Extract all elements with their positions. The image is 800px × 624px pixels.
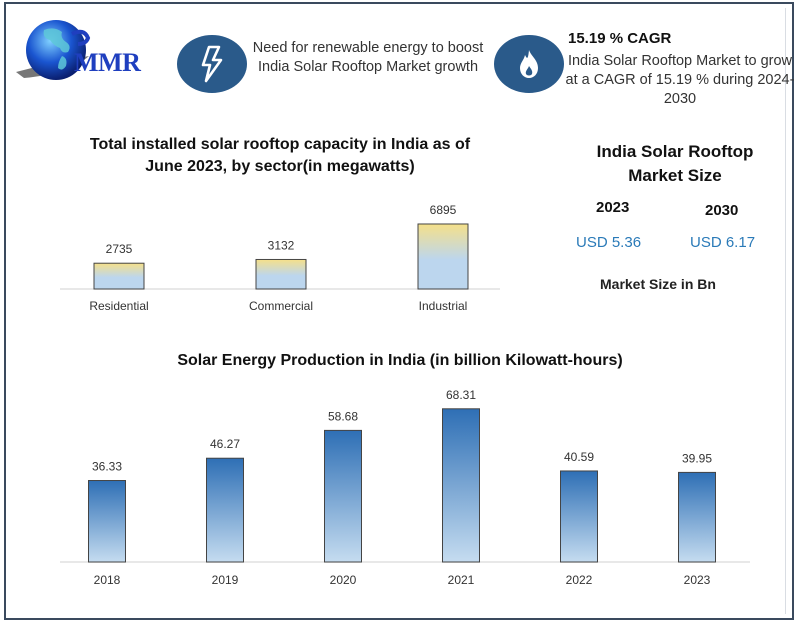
- x-tick-label: 2021: [448, 573, 475, 587]
- x-tick-label: 2022: [566, 573, 593, 587]
- bar-2023: [678, 471, 716, 563]
- solar-production-chart: 36.33 2018 46.27 2019 58.68 2020 68.31 2021 40.5…: [60, 390, 750, 587]
- data-label: 6895: [430, 203, 457, 217]
- x-tick-label: Commercial: [249, 299, 313, 313]
- frame-inner-border: [12, 8, 786, 614]
- x-tick-label: 2020: [330, 573, 357, 587]
- bar-2019: [206, 457, 244, 563]
- bar-industrial: [417, 223, 469, 290]
- bar-2021: [442, 408, 480, 563]
- bar-residential: [93, 262, 145, 290]
- market-size-year-2023: 2023: [596, 199, 630, 216]
- market-size-title: India Solar Rooftop Market Size: [596, 142, 754, 185]
- x-tick-label: 2023: [684, 573, 711, 587]
- mmr-logo: MMR: [14, 12, 164, 92]
- driver-text: Need for renewable energy to boost India…: [252, 40, 484, 75]
- capacity-chart-title: Total installed solar rooftop capacity i…: [89, 136, 471, 175]
- logo-text: MMR: [74, 48, 141, 77]
- x-tick-label: 2019: [212, 573, 239, 587]
- data-label: 46.27: [210, 437, 240, 451]
- cagr-text: India Solar Rooftop Market to grow at a …: [565, 53, 795, 107]
- bar-commercial: [255, 258, 307, 290]
- market-size-value-2030: USD 6.17: [690, 234, 756, 251]
- production-chart-title: Solar Energy Production in India (in bil…: [177, 352, 623, 369]
- bar-2022: [560, 470, 598, 563]
- bar-2020: [324, 429, 362, 563]
- x-tick-label: Industrial: [419, 299, 468, 313]
- lightning-bolt-icon: [177, 35, 247, 93]
- data-label: 68.31: [446, 390, 476, 402]
- market-size-value-2023: USD 5.36: [576, 234, 642, 251]
- bar-2018: [88, 480, 126, 563]
- data-label: 2735: [106, 242, 133, 256]
- market-size-unit-note: Market Size in Bn: [600, 276, 716, 292]
- data-label: 3132: [268, 238, 295, 252]
- data-label: 36.33: [92, 460, 122, 474]
- capacity-by-sector-chart: 2735 Residential 3132 Commercial 6895 Industr…: [60, 203, 500, 313]
- globe-icon: [16, 20, 91, 80]
- market-size-year-2030: 2030: [705, 202, 739, 219]
- x-tick-label: Residential: [89, 299, 148, 313]
- flame-icon: [494, 35, 564, 93]
- x-tick-label: 2018: [94, 573, 121, 587]
- data-label: 58.68: [328, 409, 358, 423]
- data-label: 39.95: [682, 451, 712, 465]
- infographic-frame: [4, 2, 794, 620]
- data-label: 40.59: [564, 450, 594, 464]
- cagr-title: 15.19 % CAGR: [568, 30, 672, 47]
